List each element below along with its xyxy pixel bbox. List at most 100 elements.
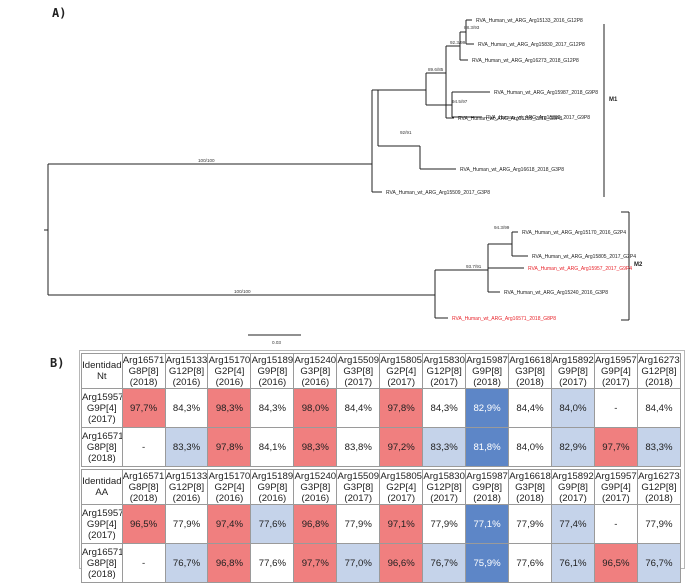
column-header: Arg16273 G12P[8] (2018) bbox=[636, 469, 682, 505]
identity-cell: - bbox=[121, 427, 166, 467]
identity-cell: 96,6% bbox=[379, 543, 424, 583]
column-header: Arg15987 G9P[8] (2018) bbox=[465, 469, 510, 505]
tree-leaf-highlighted: RVA_Human_wt_ARG_Arg16571_2018_G8P8 bbox=[452, 316, 556, 322]
table-corner-label: Identidad Nt bbox=[81, 353, 123, 389]
identity-cell: - bbox=[593, 504, 638, 544]
tree-leaf: RVA_Human_wt_ARG_Arg15240_2016_G3P8 bbox=[504, 290, 608, 296]
identity-cell: 84,3% bbox=[422, 388, 467, 428]
column-header: Arg15805 G2P[4] (2017) bbox=[379, 469, 424, 505]
column-header: Arg15805 G2P[4] (2017) bbox=[379, 353, 424, 389]
tree-leaf: RVA_Human_wt_ARG_Arg15509_2017_G3P8 bbox=[386, 190, 490, 196]
column-header: Arg15957 G9P[4] (2017) bbox=[593, 353, 638, 389]
identity-cell: 76,7% bbox=[164, 543, 209, 583]
identity-cell: 84,3% bbox=[164, 388, 209, 428]
identity-cell: 84,0% bbox=[508, 427, 552, 467]
identity-cell: 77,6% bbox=[250, 543, 295, 583]
column-header: Arg15240 G3P[8] (2016) bbox=[293, 353, 338, 389]
identity-cell: 97,8% bbox=[379, 388, 424, 428]
table-row: Arg16571 G8P[8] (2018) -76,7% 96,8% 77,6% 97… bbox=[81, 543, 682, 583]
identity-cell: 77,9% bbox=[636, 504, 682, 544]
bootstrap-label: 88.3/93 bbox=[464, 25, 480, 30]
identity-cell: 98,3% bbox=[293, 427, 338, 467]
identity-cell: 77,9% bbox=[336, 504, 381, 544]
bootstrap-label: 92.3/99 bbox=[450, 40, 466, 45]
identity-cell: 84,4% bbox=[336, 388, 381, 428]
column-header: Arg16618 G3P[8] (2018) bbox=[508, 353, 552, 389]
tree-leaf: RVA_Human_wt_ARG_Arg15892_2017_G9P8 bbox=[486, 115, 590, 121]
identity-cell: 97,1% bbox=[379, 504, 424, 544]
identity-cell: 83,8% bbox=[336, 427, 381, 467]
column-header: Arg15957 G9P[4] (2017) bbox=[593, 469, 638, 505]
column-header: Arg15189 G9P[8] (2016) bbox=[250, 469, 295, 505]
identity-cell: 77,9% bbox=[164, 504, 209, 544]
table-row: Arg15957 G9P[4] (2017) 96,5% 77,9% 97,4% 77,… bbox=[81, 504, 682, 544]
identity-cell: 98,3% bbox=[207, 388, 252, 428]
column-header: Arg15133 G12P[8] (2016) bbox=[164, 353, 209, 389]
bootstrap-label: 89.6/85 bbox=[428, 67, 444, 72]
identity-cell: 81,8% bbox=[465, 427, 510, 467]
column-header: Arg15170 G2P[4] (2016) bbox=[207, 469, 252, 505]
tree-leaf: RVA_Human_wt_ARG_Arg15805_2017_G2P4 bbox=[532, 254, 636, 260]
identity-cell: 84,1% bbox=[250, 427, 295, 467]
scale-bar-label: 0.03 bbox=[272, 340, 281, 345]
identity-cell: 97,4% bbox=[207, 504, 252, 544]
identity-cell: 77,6% bbox=[508, 543, 552, 583]
column-header: Arg15189 G9P[8] (2016) bbox=[250, 353, 295, 389]
column-header: Arg16571 G8P[8] (2018) bbox=[121, 353, 166, 389]
tree-leaf: RVA_Human_wt_ARG_Arg15830_2017_G12P8 bbox=[478, 42, 585, 48]
identity-cell: 77,9% bbox=[422, 504, 467, 544]
row-header: Arg15957 G9P[4] (2017) bbox=[81, 388, 123, 428]
column-header: Arg15892 G9P[8] (2017) bbox=[550, 469, 595, 505]
identity-cell: 76,7% bbox=[422, 543, 467, 583]
identity-cell: 84,4% bbox=[508, 388, 552, 428]
column-header: Arg15133 G12P[8] (2016) bbox=[164, 469, 209, 505]
identity-cell: 77,4% bbox=[550, 504, 595, 544]
tree-leaf: RVA_Human_wt_ARG_Arg16618_2018_G3P8 bbox=[460, 167, 564, 173]
tree-leaf: RVA_Human_wt_ARG_Arg15133_2016_G12P8 bbox=[476, 18, 583, 24]
identity-cell: - bbox=[121, 543, 166, 583]
bootstrap-label: 100/100 bbox=[198, 158, 215, 163]
row-header: Arg16571 G8P[8] (2018) bbox=[81, 543, 123, 583]
cluster-label-m2: M2 bbox=[634, 262, 643, 268]
tree-leaf: RVA_Human_wt_ARG_Arg15987_2018_G9P8 bbox=[494, 90, 598, 96]
identity-cell: 96,5% bbox=[121, 504, 166, 544]
table-corner-label: Identidad AA bbox=[81, 469, 123, 505]
column-header: Arg15892 G9P[8] (2017) bbox=[550, 353, 595, 389]
phylogenetic-tree: RVA_Human_wt_ARG_Arg15133_2016_G12P8 RVA… bbox=[44, 18, 643, 345]
identity-cell: 83,3% bbox=[164, 427, 209, 467]
tree-leaf: RVA_Human_wt_ARG_Arg16273_2018_G12P8 bbox=[472, 58, 579, 64]
identity-cell: 76,7% bbox=[636, 543, 682, 583]
identity-cell: 83,3% bbox=[422, 427, 467, 467]
column-header: Arg15830 G12P[8] (2017) bbox=[422, 353, 467, 389]
identity-cell: 96,8% bbox=[293, 504, 338, 544]
bootstrap-label: 93.7/91 bbox=[466, 264, 482, 269]
panel-a-label: A) bbox=[52, 6, 67, 20]
cluster-label-m1: M1 bbox=[609, 97, 618, 103]
column-header: Arg16273 G12P[8] (2018) bbox=[636, 353, 682, 389]
bootstrap-label: 100/100 bbox=[234, 289, 251, 294]
column-header: Arg15987 G9P[8] (2018) bbox=[465, 353, 510, 389]
identity-cell: 84,4% bbox=[636, 388, 682, 428]
identity-cell: 77,1% bbox=[465, 504, 510, 544]
identity-cell: 97,8% bbox=[207, 427, 252, 467]
column-header: Arg15830 G12P[8] (2017) bbox=[422, 469, 467, 505]
column-header: Arg15509 G3P[8] (2017) bbox=[336, 353, 381, 389]
identity-cell: 96,5% bbox=[593, 543, 638, 583]
bootstrap-label: 94.5/97 bbox=[452, 99, 468, 104]
identity-cell: 82,9% bbox=[465, 388, 510, 428]
identity-cell: 84,3% bbox=[250, 388, 295, 428]
bootstrap-label: 94.3/99 bbox=[494, 225, 510, 230]
identity-cell: 77,0% bbox=[336, 543, 381, 583]
column-header: Arg15170 G2P[4] (2016) bbox=[207, 353, 252, 389]
bootstrap-label: 92/91 bbox=[400, 130, 412, 135]
identity-cell: 97,7% bbox=[293, 543, 338, 583]
aa-identity-table: Identidad AA Arg16571 G8P[8] (2018) Arg15… bbox=[81, 469, 682, 583]
identity-cell: 77,6% bbox=[250, 504, 295, 544]
identity-cell: 96,8% bbox=[207, 543, 252, 583]
column-header: Arg16571 G8P[8] (2018) bbox=[121, 469, 166, 505]
identity-cell: 84,0% bbox=[550, 388, 595, 428]
identity-cell: 97,7% bbox=[593, 427, 638, 467]
identity-cell: 98,0% bbox=[293, 388, 338, 428]
tree-leaf-highlighted: RVA_Human_wt_ARG_Arg15957_2017_G9P4 bbox=[528, 266, 632, 272]
identity-cell: 82,9% bbox=[550, 427, 595, 467]
